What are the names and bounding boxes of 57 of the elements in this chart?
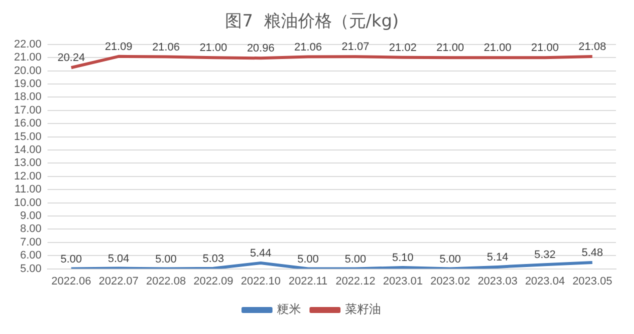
x-tick-label: 2022.08 [146, 275, 186, 288]
data-label: 5.03 [202, 252, 224, 265]
y-tick-label: 8.00 [20, 223, 42, 236]
y-tick-label: 9.00 [20, 210, 42, 222]
data-label: 5.00 [297, 253, 319, 266]
data-label: 5.00 [439, 253, 461, 266]
legend-label: 粳米 [277, 302, 301, 316]
x-tick-label: 2022.11 [288, 275, 328, 288]
data-label: 21.08 [578, 41, 606, 54]
y-tick-label: 6.00 [20, 250, 42, 262]
y-tick-label: 18.00 [14, 91, 42, 104]
x-tick-label: 2023.05 [572, 275, 612, 288]
legend-label: 菜籽油 [345, 302, 381, 316]
data-label: 21.00 [200, 42, 228, 54]
data-label: 21.00 [531, 42, 559, 54]
x-tick-label: 2023.01 [382, 275, 423, 288]
data-label: 5.44 [250, 248, 272, 260]
y-tick-label: 12.00 [14, 170, 42, 182]
y-tick-label: 21.00 [14, 52, 42, 64]
y-tick-label: 22.00 [14, 38, 42, 50]
data-label: 5.00 [155, 253, 177, 266]
data-label: 21.06 [152, 41, 180, 54]
x-tick-label: 2022.06 [51, 275, 92, 288]
data-label: 21.02 [389, 42, 417, 54]
data-label: 21.07 [342, 41, 370, 54]
data-label: 21.09 [104, 40, 132, 53]
x-tick-label: 2023.04 [525, 275, 565, 288]
x-tick-label: 2022.10 [240, 275, 281, 288]
data-label: 5.10 [392, 252, 414, 264]
y-tick-label: 13.00 [14, 157, 42, 170]
y-tick-label: 7.00 [20, 236, 42, 248]
y-tick-label: 15.00 [14, 130, 42, 143]
data-label: 21.00 [436, 42, 464, 54]
data-label: 5.14 [486, 251, 508, 264]
y-tick-label: 17.00 [14, 104, 42, 116]
data-label: 5.00 [344, 253, 366, 266]
y-tick-label: 19.00 [14, 78, 42, 90]
y-tick-label: 14.00 [14, 144, 42, 156]
data-label: 5.00 [60, 253, 82, 266]
data-label: 21.00 [484, 42, 512, 54]
x-tick-label: 2023.02 [430, 275, 470, 288]
data-label: 20.24 [57, 52, 85, 64]
chart-title: 图7 粮油价格（元/kg) [225, 12, 399, 32]
y-tick-label: 5.00 [20, 262, 42, 275]
y-tick-label: 16.00 [14, 118, 42, 130]
y-tick-label: 20.00 [14, 64, 42, 77]
y-tick-label: 11.00 [14, 184, 42, 196]
data-label: 20.96 [246, 42, 274, 55]
data-label: 5.48 [582, 246, 604, 259]
x-tick-label: 2022.12 [336, 275, 376, 288]
data-label: 21.06 [294, 41, 322, 54]
data-label: 5.04 [108, 252, 130, 265]
x-tick-label: 2023.03 [478, 275, 518, 288]
x-tick-label: 2022.07 [98, 275, 138, 288]
y-tick-label: 10.00 [14, 196, 42, 209]
x-tick-label: 2022.09 [193, 275, 234, 288]
data-label: 5.32 [534, 249, 556, 262]
